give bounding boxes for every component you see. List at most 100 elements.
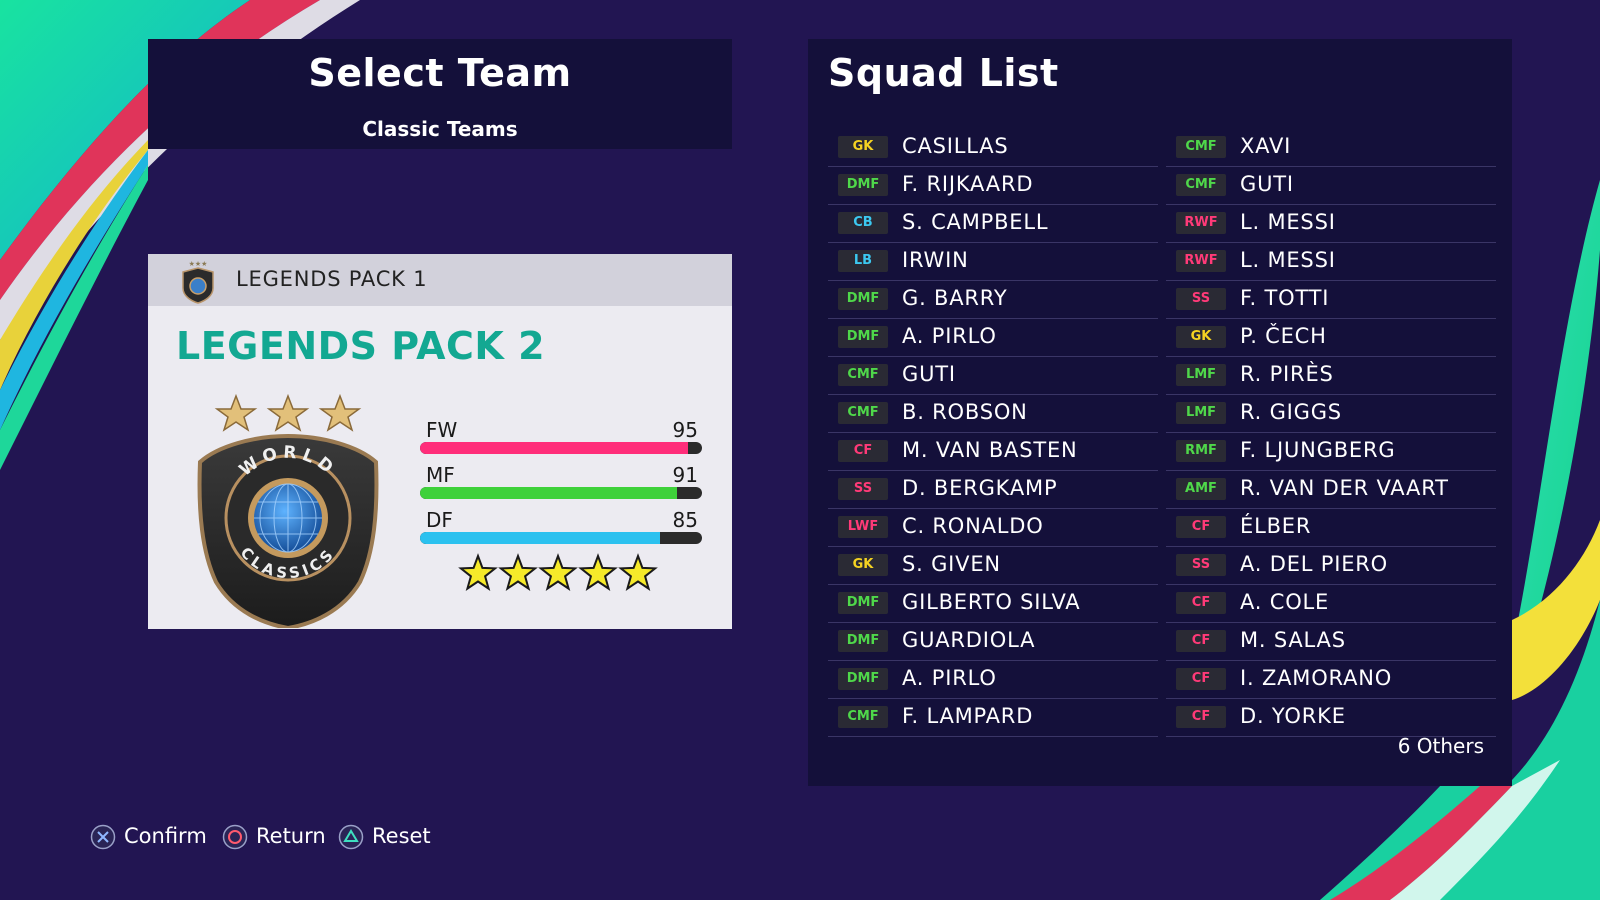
player-name: A. PIRLO <box>902 666 997 690</box>
player-name: XAVI <box>1240 134 1292 158</box>
squad-row[interactable]: DMF A. PIRLO <box>828 319 1158 357</box>
return-label: Return <box>256 824 326 848</box>
player-name: D. YORKE <box>1240 704 1346 728</box>
squad-row[interactable]: CF A. COLE <box>1166 585 1496 623</box>
squad-row[interactable]: DMF GUARDIOLA <box>828 623 1158 661</box>
player-name: GUTI <box>1240 172 1294 196</box>
squad-row[interactable]: SS D. BERGKAMP <box>828 471 1158 509</box>
squad-row[interactable]: DMF F. RIJKAARD <box>828 167 1158 205</box>
svg-text:★★★: ★★★ <box>189 260 208 268</box>
position-badge: LB <box>838 250 888 272</box>
position-badge: GK <box>838 136 888 158</box>
player-name: B. ROBSON <box>902 400 1028 424</box>
position-badge: LMF <box>1176 364 1226 386</box>
cross-button-icon <box>90 824 116 850</box>
squad-row[interactable]: CMF GUTI <box>1166 167 1496 205</box>
player-name: CASILLAS <box>902 134 1009 158</box>
stat-bar-fill <box>420 442 688 454</box>
rating-star-icon <box>618 553 658 591</box>
position-badge: CMF <box>838 706 888 728</box>
circle-button-icon <box>222 824 248 850</box>
stat-fw: FW 95 <box>420 416 704 456</box>
position-badge: AMF <box>1176 478 1226 500</box>
position-badge: SS <box>1176 554 1226 576</box>
squad-row[interactable]: LMF R. GIGGS <box>1166 395 1496 433</box>
squad-row[interactable]: RWF L. MESSI <box>1166 243 1496 281</box>
position-badge: DMF <box>838 668 888 690</box>
squad-row[interactable]: CMF XAVI <box>1166 129 1496 167</box>
squad-row[interactable]: LB IRWIN <box>828 243 1158 281</box>
squad-row[interactable]: LMF R. PIRÈS <box>1166 357 1496 395</box>
squad-row[interactable]: SS F. TOTTI <box>1166 281 1496 319</box>
position-badge: CF <box>838 440 888 462</box>
player-name: GUTI <box>902 362 956 386</box>
position-badge: CMF <box>1176 174 1226 196</box>
world-classics-emblem: WORLD CLASSICS <box>197 393 379 628</box>
squad-column-right: CMF XAVI CMF GUTI RWF L. MESSI RWF L. MESSI SS F.… <box>1166 129 1496 737</box>
stat-df: DF 85 <box>420 506 704 546</box>
stat-bar-track <box>420 532 702 544</box>
stat-value: 91 <box>672 463 698 487</box>
card-header[interactable]: ★★★ LEGENDS PACK 1 <box>148 254 732 306</box>
squad-row[interactable]: CB S. CAMPBELL <box>828 205 1158 243</box>
stat-bar-track <box>420 487 702 499</box>
team-name: LEGENDS PACK 2 <box>176 324 546 368</box>
player-name: R. GIGGS <box>1240 400 1342 424</box>
squad-row[interactable]: LWF C. RONALDO <box>828 509 1158 547</box>
position-badge: SS <box>838 478 888 500</box>
player-name: F. LAMPARD <box>902 704 1034 728</box>
player-name: IRWIN <box>902 248 969 272</box>
position-badge: CF <box>1176 592 1226 614</box>
squad-row[interactable]: DMF G. BARRY <box>828 281 1158 319</box>
player-name: F. RIJKAARD <box>902 172 1034 196</box>
squad-row[interactable]: RMF F. LJUNGBERG <box>1166 433 1496 471</box>
player-name: R. VAN DER VAART <box>1240 476 1449 500</box>
squad-row[interactable]: GK CASILLAS <box>828 129 1158 167</box>
squad-row[interactable]: DMF A. PIRLO <box>828 661 1158 699</box>
player-name: F. LJUNGBERG <box>1240 438 1396 462</box>
squad-row[interactable]: DMF GILBERTO SILVA <box>828 585 1158 623</box>
position-badge: DMF <box>838 326 888 348</box>
squad-row[interactable]: GK S. GIVEN <box>828 547 1158 585</box>
squad-row[interactable]: GK P. ČECH <box>1166 319 1496 357</box>
position-badge: CMF <box>838 402 888 424</box>
player-name: F. TOTTI <box>1240 286 1330 310</box>
squad-row[interactable]: SS A. DEL PIERO <box>1166 547 1496 585</box>
squad-row[interactable]: CF M. SALAS <box>1166 623 1496 661</box>
squad-row[interactable]: AMF R. VAN DER VAART <box>1166 471 1496 509</box>
squad-row[interactable]: CF D. YORKE <box>1166 699 1496 737</box>
stat-mf: MF 91 <box>420 461 704 501</box>
position-badge: LWF <box>838 516 888 538</box>
stat-bar-fill <box>420 532 660 544</box>
squad-row[interactable]: CMF F. LAMPARD <box>828 699 1158 737</box>
player-name: S. CAMPBELL <box>902 210 1049 234</box>
team-rating-stars <box>458 553 658 591</box>
squad-row[interactable]: CMF GUTI <box>828 357 1158 395</box>
squad-row[interactable]: CMF B. ROBSON <box>828 395 1158 433</box>
squad-row[interactable]: CF ÉLBER <box>1166 509 1496 547</box>
player-name: P. ČECH <box>1240 324 1327 348</box>
player-name: I. ZAMORANO <box>1240 666 1393 690</box>
squad-row[interactable]: CF I. ZAMORANO <box>1166 661 1496 699</box>
player-name: ÉLBER <box>1240 514 1312 538</box>
player-name: G. BARRY <box>902 286 1008 310</box>
stat-bar-track <box>420 442 702 454</box>
squad-row[interactable]: RWF L. MESSI <box>1166 205 1496 243</box>
squad-row[interactable]: CF M. VAN BASTEN <box>828 433 1158 471</box>
squad-column-left: GK CASILLAS DMF F. RIJKAARD CB S. CAMPBELL LB I… <box>828 129 1158 737</box>
position-badge: SS <box>1176 288 1226 310</box>
position-badge: DMF <box>838 592 888 614</box>
player-name: A. DEL PIERO <box>1240 552 1389 576</box>
stat-label: FW <box>426 418 458 442</box>
category-label[interactable]: Classic Teams <box>362 117 518 141</box>
stat-bar-fill <box>420 487 677 499</box>
position-badge: GK <box>1176 326 1226 348</box>
player-name: R. PIRÈS <box>1240 362 1334 386</box>
select-team-panel: Select Team Classic Teams <box>148 39 732 149</box>
rating-star-icon <box>498 553 538 591</box>
reset-label: Reset <box>372 824 431 848</box>
team-card[interactable]: ★★★ LEGENDS PACK 1 LEGENDS PACK 2 <box>148 254 732 629</box>
player-name: L. MESSI <box>1240 248 1336 272</box>
position-badge: CF <box>1176 630 1226 652</box>
